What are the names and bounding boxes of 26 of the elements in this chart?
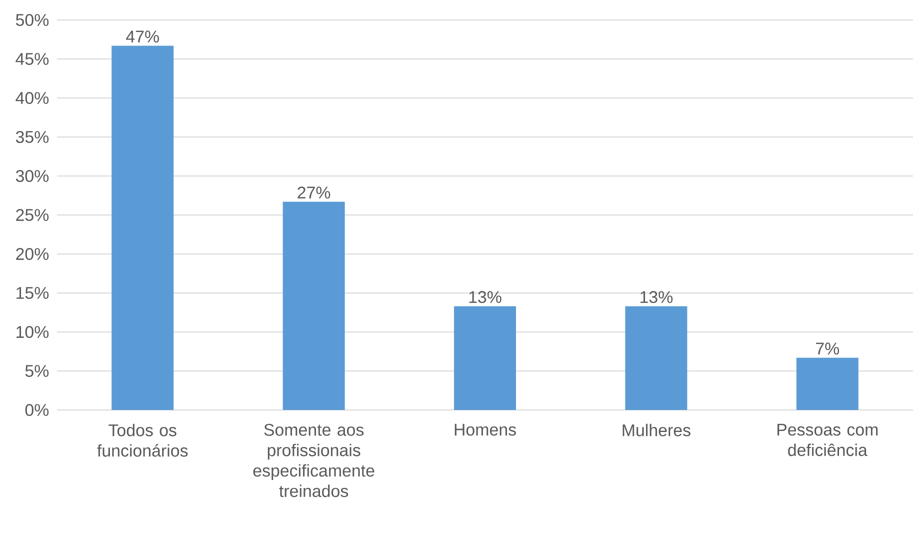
y-tick-label: 40%: [16, 92, 49, 104]
y-tick-label: 45%: [16, 53, 49, 65]
y-tick-label: 30%: [16, 170, 49, 182]
bar: [112, 46, 174, 410]
data-label: 13%: [640, 291, 673, 304]
bar: [282, 202, 345, 410]
data-label: 7%: [816, 342, 840, 355]
data-label: 47%: [126, 30, 159, 43]
x-tick-label: Pessoas com deficiência: [777, 424, 878, 456]
data-label: 13%: [469, 291, 502, 304]
y-tick-label: 0%: [25, 404, 49, 416]
bar: [625, 306, 688, 410]
x-tick-label: Todos os funcionários: [97, 424, 188, 457]
y-tick-label: 15%: [16, 287, 49, 299]
x-tick-label: Mulheres: [622, 424, 690, 436]
x-tick-label: Somente aos profissionais especificamente treinados: [253, 424, 374, 498]
bar: [454, 306, 516, 410]
y-tick-label: 20%: [16, 248, 49, 260]
y-tick-label: 50%: [16, 14, 49, 26]
bar: [796, 358, 858, 410]
y-tick-label: 25%: [16, 208, 49, 221]
y-tick-label: 5%: [25, 365, 49, 377]
x-tick-label: Homens: [454, 424, 516, 436]
y-tick-label: 10%: [16, 326, 49, 338]
data-label: 27%: [298, 186, 330, 199]
y-tick-label: 35%: [16, 130, 49, 143]
